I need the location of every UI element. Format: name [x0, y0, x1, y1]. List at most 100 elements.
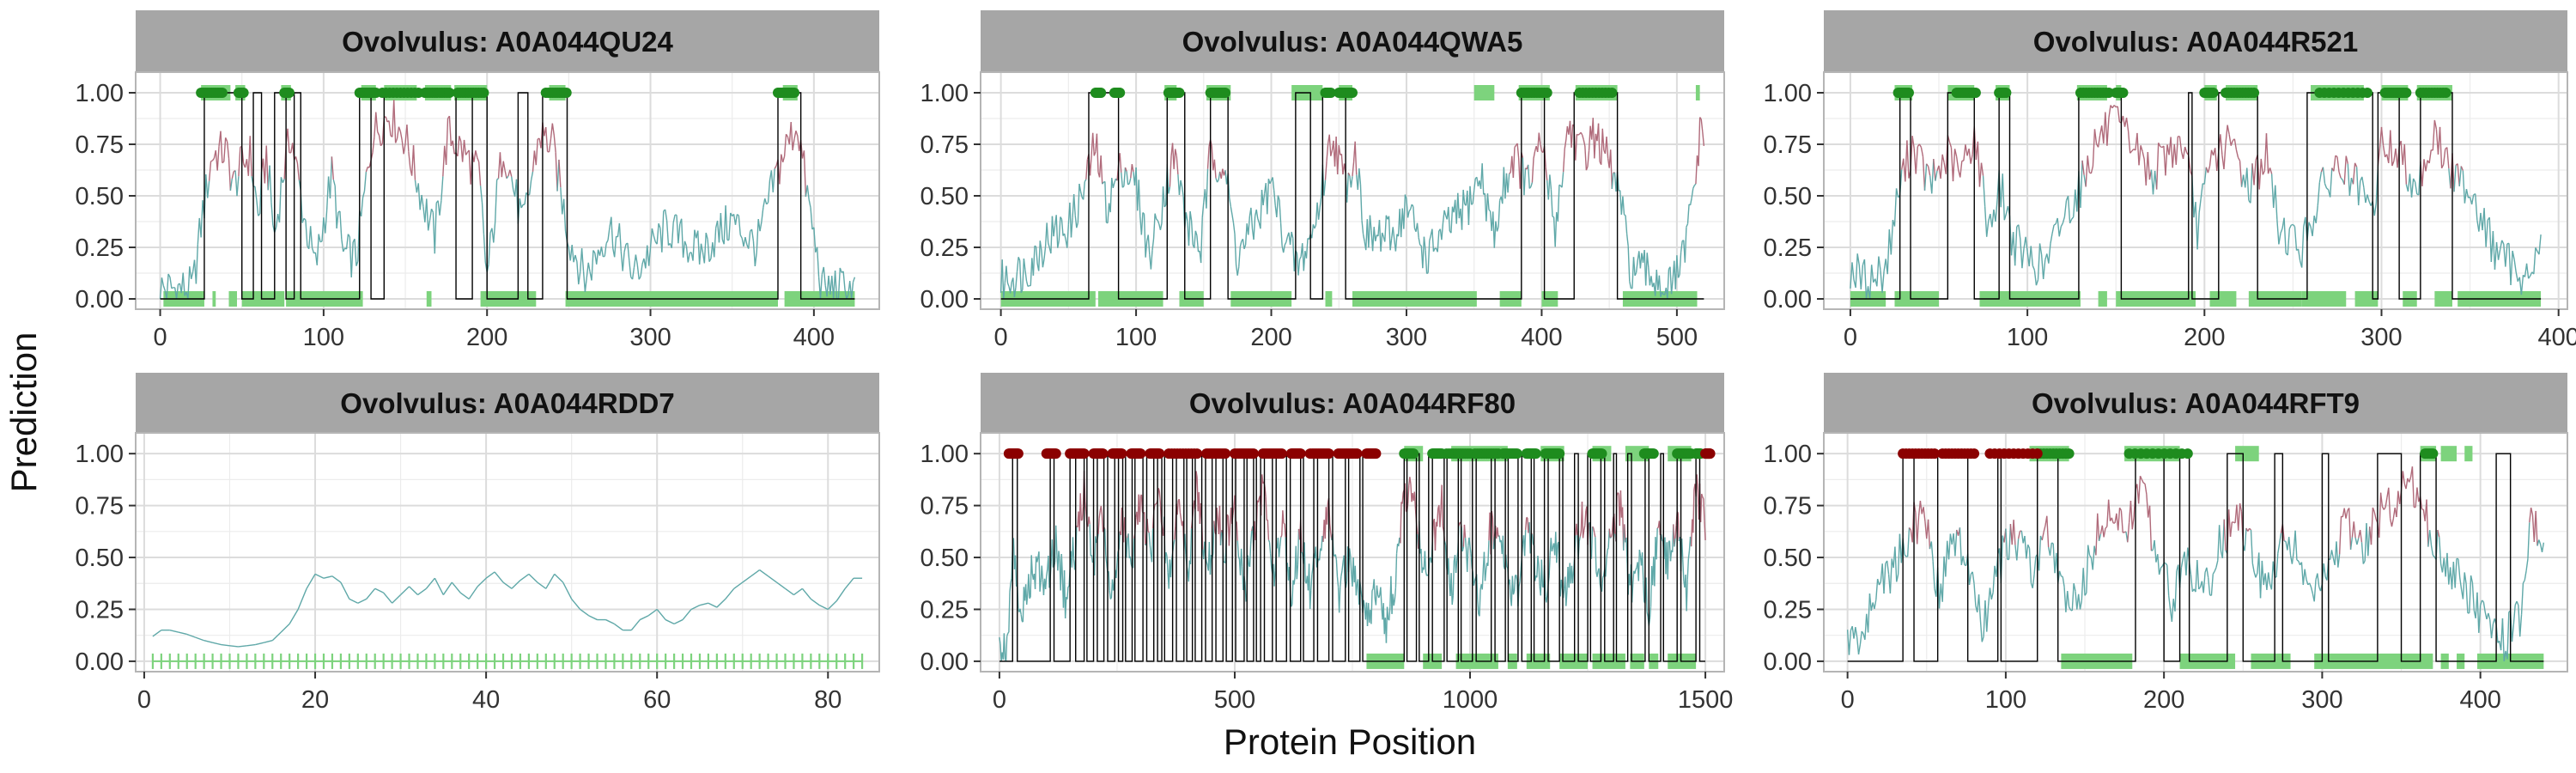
probability-line-segment [195, 636, 204, 642]
probability-line-segment [1634, 271, 1637, 277]
probability-line-segment [2196, 212, 2200, 250]
probability-line-segment [1437, 230, 1440, 253]
probability-line-segment [1699, 117, 1702, 120]
probability-line-segment [417, 183, 421, 210]
probability-line-segment [1131, 164, 1134, 173]
probability-line-segment [1469, 546, 1472, 554]
probability-line-segment [633, 254, 637, 268]
probability-line-segment [1634, 569, 1637, 575]
probability-line-segment [2071, 216, 2075, 220]
probability-line-segment [673, 618, 683, 625]
probability-line-segment [2432, 119, 2436, 151]
probability-line-segment [1127, 183, 1130, 186]
predicted-residue-red [1929, 448, 1940, 460]
probability-line-segment [270, 202, 274, 226]
probability-line-segment [1310, 574, 1313, 591]
probability-line-segment [562, 198, 567, 232]
probability-line-segment [1354, 141, 1358, 175]
probability-line-segment [278, 177, 283, 222]
probability-line-segment [2380, 126, 2385, 146]
probability-line-segment [325, 176, 330, 210]
probability-line-segment [1273, 190, 1276, 206]
probability-line-segment [400, 586, 410, 596]
probability-line-segment [2336, 156, 2340, 173]
probability-line-segment [1395, 543, 1399, 554]
probability-line-segment [1670, 279, 1674, 295]
probability-line-segment [640, 264, 643, 277]
probability-line-segment [806, 185, 810, 200]
probability-line-segment [280, 623, 290, 633]
probability-line-segment [2421, 159, 2425, 186]
predicted-residue-green [2182, 448, 2193, 460]
x-tick-label: 80 [814, 686, 841, 714]
probability-line-segment [2478, 212, 2482, 232]
probability-line-segment [2144, 484, 2148, 495]
probability-line-segment [1874, 600, 1877, 610]
probability-line-segment [1455, 551, 1459, 561]
probability-line-segment [1074, 215, 1078, 228]
facet-title: Ovolvulus: A0A044R521 [2033, 26, 2358, 58]
probability-line-segment [2065, 590, 2069, 612]
predicted-residue-red [1078, 448, 1090, 460]
probability-line-segment [551, 123, 555, 136]
probability-line-segment [1260, 190, 1263, 229]
probability-line-segment [408, 151, 411, 168]
probability-line-segment [1009, 582, 1012, 593]
probability-line-segment [1100, 155, 1103, 185]
probability-line-segment [2038, 243, 2043, 255]
probability-line-segment [1992, 565, 1996, 593]
probability-line-segment [2363, 187, 2366, 204]
probability-line-segment [1699, 493, 1703, 522]
probability-line-segment [808, 199, 811, 208]
probability-line-segment [1265, 496, 1267, 520]
probability-line-segment [434, 577, 444, 595]
probability-line-segment [2238, 503, 2241, 531]
probability-line-segment [1638, 550, 1642, 556]
probability-line-segment [2225, 125, 2228, 143]
probability-line-segment [1385, 606, 1388, 643]
x-axis-title: Protein Position [1224, 721, 1476, 762]
probability-line-segment [2250, 163, 2253, 204]
panel-border [980, 71, 1725, 310]
y-tick-label: 0.25 [1764, 234, 1812, 262]
probability-line-segment [1200, 217, 1203, 264]
probability-line-segment [1249, 544, 1252, 567]
probability-line-segment [378, 135, 382, 146]
probability-line-segment [785, 587, 794, 596]
probability-line-segment [1631, 570, 1635, 585]
probability-line-segment [2120, 510, 2123, 533]
probability-line-segment [2426, 499, 2429, 547]
x-tick-label: 400 [793, 324, 835, 351]
probability-line-segment [1919, 500, 1923, 514]
probability-line-segment [1601, 577, 1604, 592]
probability-line-segment [1487, 540, 1490, 566]
probability-line-segment [468, 586, 478, 600]
probability-line-segment [1368, 215, 1371, 248]
probability-line-segment [790, 122, 793, 151]
probability-line-segment [2416, 487, 2420, 502]
predicted-residue-green [2117, 88, 2129, 98]
probability-line-segment [225, 137, 228, 142]
probability-line-segment [2478, 605, 2482, 633]
probability-line-segment [1238, 247, 1242, 267]
probability-line-segment [1963, 144, 1966, 161]
probability-line-segment [2033, 270, 2038, 286]
probability-line-segment [1617, 492, 1619, 495]
probability-line-segment [2361, 176, 2365, 188]
probability-line-segment [2131, 149, 2135, 152]
probability-line-segment [532, 150, 536, 172]
probability-line-segment [545, 126, 549, 152]
probability-line-segment [1578, 536, 1581, 542]
probability-line-segment [1855, 253, 1858, 288]
probability-line-segment [1420, 549, 1423, 574]
probability-line-segment [1848, 630, 1852, 655]
probability-line-segment [1009, 282, 1012, 294]
probability-line-segment [1089, 524, 1091, 557]
probability-line-segment [1538, 132, 1541, 145]
probability-line-segment [2080, 160, 2083, 208]
probability-line-segment [519, 573, 530, 581]
probability-line-segment [1216, 180, 1219, 183]
probability-line-segment [580, 608, 589, 617]
probability-line-segment [1341, 563, 1344, 571]
probability-line-segment [2388, 487, 2391, 519]
